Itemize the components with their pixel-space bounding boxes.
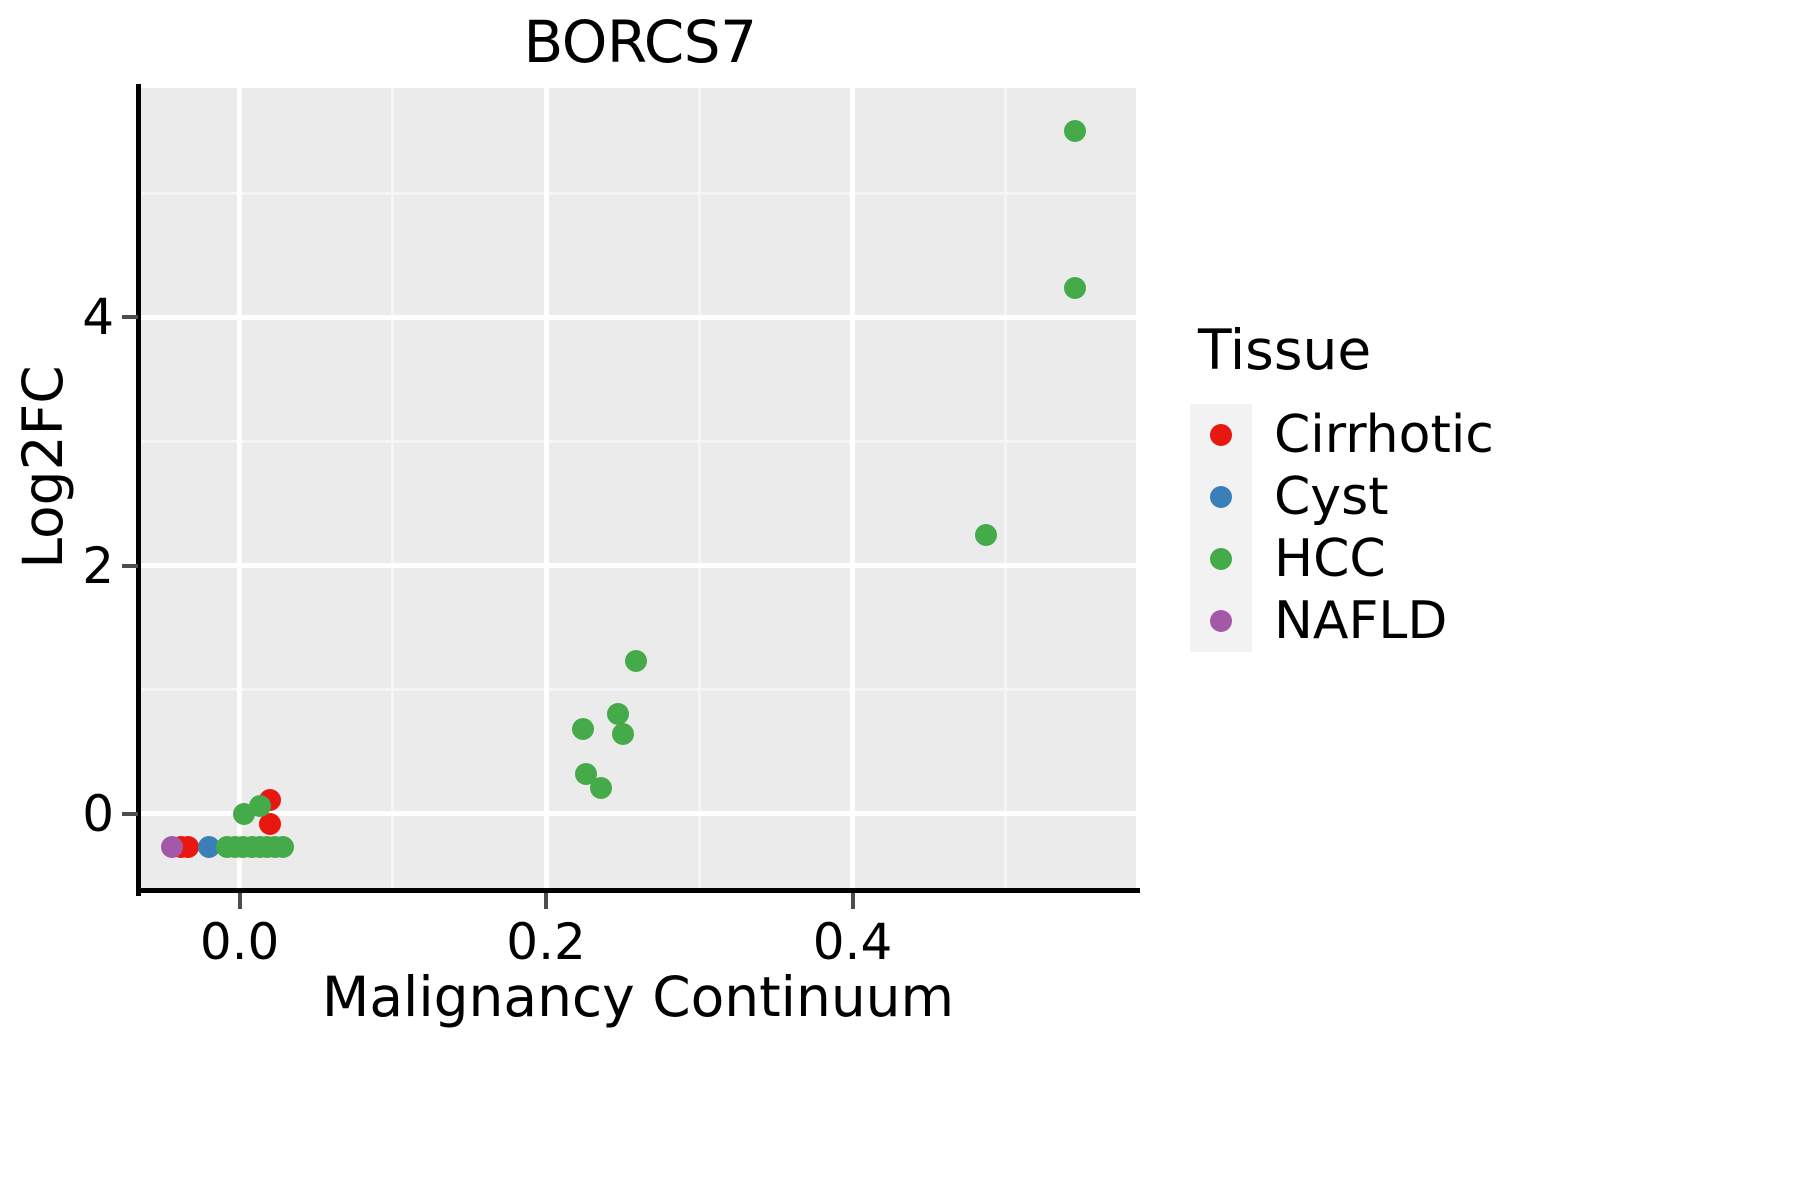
legend-item-cyst[interactable]: Cyst <box>1190 466 1494 528</box>
legend-key-swatch <box>1190 528 1252 590</box>
data-point-hcc <box>625 650 648 673</box>
x-axis-tick <box>237 893 242 909</box>
gridline-minor-horizontal <box>140 439 1136 443</box>
data-point-hcc <box>590 776 613 799</box>
legend-item-label: Cirrhotic <box>1274 405 1494 465</box>
x-axis-tick <box>544 893 549 909</box>
x-axis-tick-label: 0.2 <box>506 913 586 971</box>
gridline-minor-vertical <box>697 88 701 888</box>
gridline-minor-vertical <box>1004 88 1008 888</box>
legend-key-swatch <box>1190 590 1252 652</box>
y-axis-tick-label: 4 <box>82 288 114 347</box>
gridline-major-vertical <box>543 88 549 888</box>
legend-item-nafld[interactable]: NAFLD <box>1190 590 1494 652</box>
legend-dot-icon <box>1210 424 1232 446</box>
data-point-hcc <box>1063 276 1086 299</box>
legend-dot-icon <box>1210 610 1232 632</box>
gridline-major-vertical <box>850 88 856 888</box>
gridline-minor-vertical <box>391 88 395 888</box>
data-point-hcc <box>607 703 630 726</box>
y-axis-title: Log2FC <box>11 365 75 569</box>
data-point-hcc <box>248 795 271 818</box>
data-point-hcc <box>1063 120 1086 143</box>
x-axis-tick <box>850 893 855 909</box>
gridline-major-vertical <box>237 88 243 888</box>
y-axis-line <box>136 84 141 896</box>
gridline-major-horizontal <box>140 563 1136 569</box>
legend-item-cirrhotic[interactable]: Cirrhotic <box>1190 404 1494 466</box>
data-point-nafld <box>161 836 184 859</box>
gridline-major-horizontal <box>140 314 1136 320</box>
legend-item-hcc[interactable]: HCC <box>1190 528 1494 590</box>
data-point-hcc <box>574 762 597 785</box>
page-title: BORCS7 <box>523 8 757 76</box>
legend-item-label: HCC <box>1274 529 1386 589</box>
x-axis-title: Malignancy Continuum <box>321 965 955 1029</box>
legend: Tissue Cirrhotic Cyst HCC NAFLD <box>1190 318 1494 652</box>
legend-key-swatch <box>1190 466 1252 528</box>
x-axis-tick-label: 0.0 <box>199 913 280 971</box>
legend-item-label: Cyst <box>1274 467 1389 527</box>
data-point-hcc <box>271 836 294 859</box>
data-point-cyst <box>197 836 220 859</box>
y-axis-tick <box>122 315 138 320</box>
y-axis-tick <box>122 811 138 816</box>
legend-title: Tissue <box>1198 318 1372 382</box>
legend-dot-icon <box>1210 486 1232 508</box>
legend-items: Cirrhotic Cyst HCC NAFLD <box>1190 404 1494 652</box>
gridline-major-horizontal <box>140 811 1136 817</box>
y-axis-tick <box>122 563 138 568</box>
y-axis-tick-label: 0 <box>82 784 114 843</box>
x-axis-tick-label: 0.4 <box>812 913 893 971</box>
gridline-minor-horizontal <box>140 191 1136 195</box>
data-point-hcc <box>571 718 594 741</box>
scatter-points <box>140 88 1136 888</box>
x-axis-line <box>136 888 1140 893</box>
y-axis-tick-label: 2 <box>82 536 114 595</box>
data-point-hcc <box>974 523 997 546</box>
legend-key-swatch <box>1190 404 1252 466</box>
panel-background <box>140 88 1136 888</box>
data-point-hcc <box>611 723 634 746</box>
gridline-minor-horizontal <box>140 688 1136 692</box>
data-point-cirrhotic <box>259 812 282 835</box>
legend-dot-icon <box>1210 548 1232 570</box>
legend-item-label: NAFLD <box>1274 591 1448 651</box>
plot-panel <box>140 88 1136 888</box>
